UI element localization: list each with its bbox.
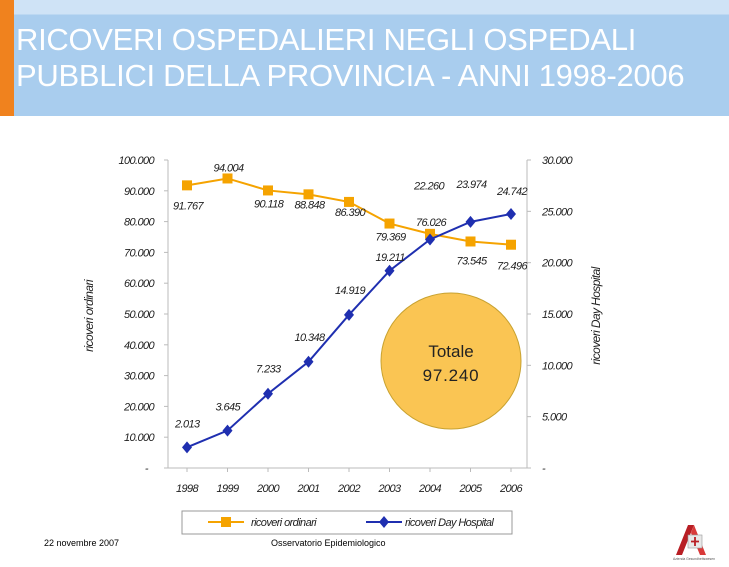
y-right-tick-label: 20.000	[541, 258, 574, 270]
day-hospital-marker	[425, 233, 435, 246]
logo-text: Azienda Gesundheitswesen	[673, 557, 715, 561]
y-right-tick-label: 30.000	[542, 155, 574, 167]
legend-ordinari-marker	[221, 517, 231, 527]
title-banner	[0, 0, 729, 116]
day-hospital-data-label: 10.348	[295, 332, 327, 344]
total-label: Totale	[428, 342, 473, 361]
y-left-tick-label: 20.000	[123, 401, 156, 413]
y-left-tick-label: 100.000	[118, 155, 155, 167]
x-tick-label: 2006	[499, 483, 524, 495]
ordinari-data-label: 73.545	[457, 255, 489, 267]
legend-box	[181, 510, 513, 535]
y-left-axis-title: ricoveri ordinari	[82, 279, 96, 352]
ordinari-data-label: 86.390	[335, 207, 367, 219]
day-hospital-marker	[263, 387, 273, 400]
accent-bar	[0, 0, 14, 116]
ordinari-data-label: 91.767	[173, 200, 205, 212]
ordinari-marker	[222, 173, 233, 184]
day-hospital-data-label: 22.260	[413, 180, 446, 192]
y-right-tick-label: 15.000	[542, 309, 574, 321]
legend-ordinari-label: ricoveri ordinari	[251, 517, 317, 529]
y-left-tick-label: 10.000	[124, 432, 156, 444]
y-right-tick-label: 10.000	[542, 360, 574, 372]
day-hospital-marker	[384, 264, 395, 277]
x-tick-label: 2004	[418, 483, 442, 495]
day-hospital-data-label: 3.645	[216, 402, 242, 414]
y-right-axis-title: ricoveri Day Hospital	[589, 266, 603, 364]
total-bubble	[380, 292, 522, 430]
ordinari-data-label: 79.369	[376, 232, 407, 244]
ordinari-data-label: 88.848	[295, 199, 327, 211]
ordinari-data-label: 94.004	[214, 162, 245, 174]
ordinari-marker	[384, 218, 395, 229]
ordinari-data-label: 72.496	[497, 261, 529, 273]
x-tick-label: 2002	[337, 483, 361, 495]
x-tick-label: 1998	[176, 483, 200, 495]
ordinari-marker	[303, 189, 314, 200]
legend-day-hospital-marker	[379, 516, 389, 528]
y-left-tick-label: 70.000	[124, 247, 156, 259]
footer-source: Osservatorio Epidemiologico	[271, 538, 386, 548]
title-line-1: RICOVERI OSPEDALIERI NEGLI OSPEDALI	[16, 22, 637, 57]
y-right-tick-label: 25.000	[541, 206, 574, 218]
x-tick-label: 1999	[216, 483, 239, 495]
day-hospital-data-label: 23.974	[456, 179, 488, 191]
y-left-tick-label: -	[145, 463, 149, 475]
x-tick-label: 2003	[377, 483, 402, 495]
ordinari-data-label: 76.026	[416, 217, 448, 229]
x-tick-label: 2000	[256, 483, 281, 495]
day-hospital-marker	[465, 215, 476, 228]
x-tick-label: 2005	[458, 483, 483, 495]
ordinari-marker	[465, 236, 476, 247]
day-hospital-data-label: 24.742	[496, 186, 528, 198]
total-value: 97.240	[423, 366, 480, 385]
y-left-tick-label: 90.000	[124, 186, 156, 198]
day-hospital-data-label: 7.233	[256, 364, 282, 376]
day-hospital-marker	[303, 355, 314, 368]
x-tick-label: 2001	[296, 483, 320, 495]
day-hospital-data-label: 19.211	[376, 252, 406, 264]
ordinari-marker	[344, 196, 354, 207]
ordinari-marker	[263, 185, 273, 196]
day-hospital-data-label: 2.013	[174, 418, 201, 430]
day-hospital-data-label: 14.919	[335, 285, 366, 297]
legend-day-hospital-label: ricoveri Day Hospital	[405, 517, 494, 529]
day-hospital-marker	[344, 308, 354, 321]
ordinari-data-label: 90.118	[254, 198, 285, 210]
title-line-2: PUBBLICI DELLA PROVINCIA - ANNI 1998-200…	[16, 58, 685, 93]
y-left-tick-label: 40.000	[124, 340, 156, 352]
ordinari-marker	[182, 180, 192, 191]
y-left-tick-label: 30.000	[124, 371, 156, 383]
ordinari-marker	[506, 239, 516, 250]
y-right-tick-label: 5.000	[542, 412, 568, 424]
day-hospital-marker	[222, 424, 233, 437]
y-right-tick-label: -	[542, 463, 546, 475]
day-hospital-marker	[506, 207, 516, 220]
y-left-tick-label: 60.000	[124, 278, 156, 290]
slide-title: RICOVERI OSPEDALIERI NEGLI OSPEDALI PUBBL…	[16, 22, 685, 94]
health-authority-logo: Azienda Gesundheitswesen	[673, 525, 715, 561]
y-left-tick-label: 50.000	[124, 309, 156, 321]
day-hospital-marker	[182, 441, 192, 454]
footer-date: 22 novembre 2007	[44, 538, 120, 548]
y-left-tick-label: 80.000	[124, 217, 156, 229]
